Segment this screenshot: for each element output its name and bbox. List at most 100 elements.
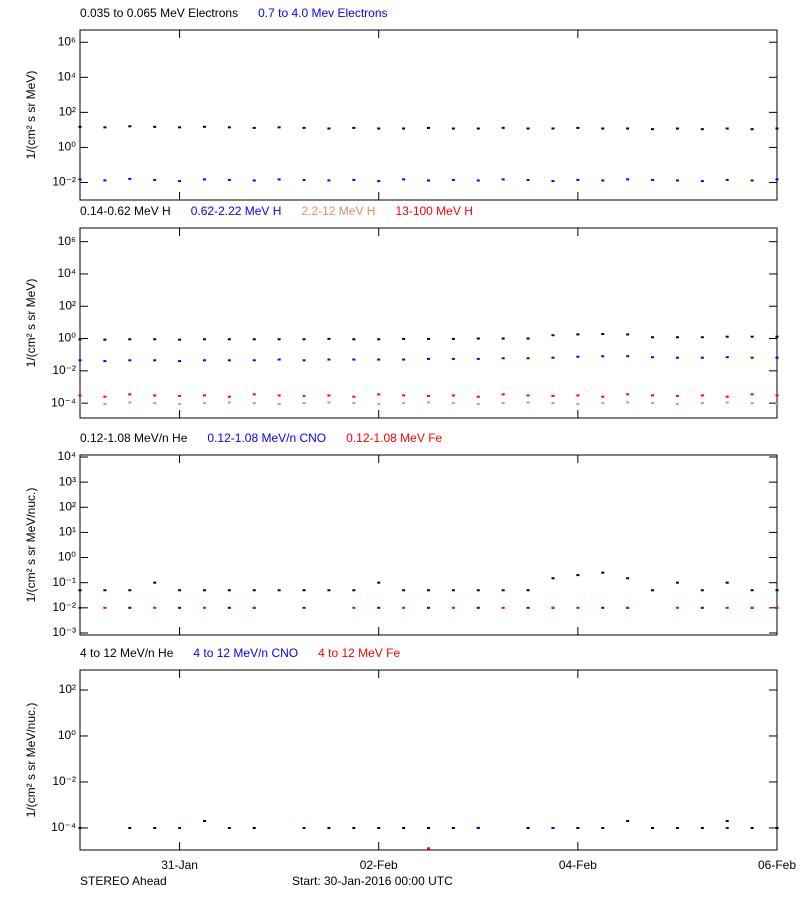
data-point: [402, 606, 406, 609]
legend-label: 2.2-12 MeV H: [301, 204, 375, 218]
data-point: [202, 589, 206, 592]
data-point: [451, 589, 455, 592]
data-point: [775, 589, 779, 592]
data-point: [476, 357, 480, 360]
data-point: [601, 179, 605, 182]
data-point: [327, 179, 331, 182]
data-point: [451, 127, 455, 130]
data-point: [402, 178, 406, 181]
data-point: [227, 178, 231, 181]
data-point: [775, 606, 779, 609]
data-point: [402, 826, 406, 829]
data-point: [277, 394, 281, 397]
data-point: [750, 335, 754, 338]
data-point: [725, 606, 729, 609]
y-axis-label: 1/(cm² s sr MeV/nuc.): [24, 703, 38, 818]
data-point: [377, 338, 381, 341]
data-point: [501, 337, 505, 340]
legend-label: 0.035 to 0.065 MeV Electrons: [80, 6, 238, 20]
data-point: [626, 355, 630, 358]
data-point: [402, 589, 406, 592]
y-axis-label: 1/(cm² s sr MeV/nuc.): [24, 488, 38, 603]
data-point: [352, 178, 356, 181]
data-point: [252, 589, 256, 592]
data-point: [601, 355, 605, 358]
data-point: [427, 589, 430, 592]
data-point: [427, 401, 430, 404]
data-point: [352, 826, 356, 829]
data-point: [128, 589, 132, 592]
data-point: [103, 338, 107, 341]
data-point: [626, 606, 630, 609]
data-point: [78, 359, 82, 362]
data-point: [302, 394, 306, 397]
data-point: [750, 589, 754, 592]
y-tick-label: 10⁰: [58, 140, 76, 154]
data-point: [178, 338, 182, 341]
x-tick-label: 31-Jan: [161, 858, 198, 872]
data-point: [451, 402, 455, 405]
y-axis-label: 1/(cm² s sr MeV): [24, 71, 38, 160]
y-tick-label: 10²: [59, 105, 76, 119]
footer-left: STEREO Ahead: [80, 874, 167, 888]
data-point: [775, 127, 779, 130]
data-point: [526, 589, 530, 592]
data-point: [427, 357, 430, 360]
data-point: [775, 826, 779, 829]
data-point: [700, 336, 704, 339]
data-point: [551, 394, 555, 397]
data-point: [651, 826, 655, 829]
data-point: [377, 826, 381, 829]
data-point: [277, 178, 281, 181]
data-point: [626, 333, 630, 336]
y-tick-label: 10⁻²: [52, 774, 76, 788]
data-point: [476, 826, 480, 829]
data-point: [750, 606, 754, 609]
data-point: [377, 358, 381, 361]
data-point: [750, 402, 754, 405]
data-point: [576, 826, 580, 829]
data-point: [78, 402, 82, 405]
data-point: [700, 402, 704, 405]
y-tick-label: 10⁻²: [52, 600, 76, 614]
data-point: [252, 393, 256, 396]
data-point: [501, 402, 505, 405]
data-point: [451, 178, 455, 181]
data-point: [202, 394, 206, 397]
data-point: [601, 826, 605, 829]
plot-frame: [79, 29, 778, 201]
data-point: [526, 606, 530, 609]
y-tick-label: 10⁻²: [52, 363, 76, 377]
data-point: [128, 177, 132, 180]
y-tick-label: 10⁻³: [52, 625, 76, 639]
data-point: [675, 402, 679, 405]
data-point: [551, 826, 555, 829]
data-point: [700, 128, 704, 131]
data-point: [327, 358, 331, 361]
data-point: [675, 394, 679, 397]
data-point: [551, 402, 555, 405]
y-tick-label: 10⁰: [58, 728, 76, 742]
data-point: [526, 337, 530, 340]
data-point: [725, 178, 729, 181]
data-point: [651, 402, 655, 405]
legend-label: 0.7 to 4.0 Mev Electrons: [258, 6, 387, 20]
data-point: [427, 126, 430, 129]
data-point: [601, 571, 605, 574]
data-point: [402, 402, 406, 405]
data-point: [501, 606, 505, 609]
data-point: [725, 127, 729, 130]
data-point: [153, 606, 157, 609]
y-tick-label: 10²: [59, 298, 76, 312]
data-point: [352, 395, 356, 398]
y-tick-label: 10⁻⁴: [51, 820, 76, 834]
data-point: [202, 820, 206, 823]
data-point: [78, 589, 82, 592]
data-point: [526, 394, 530, 397]
data-point: [252, 606, 256, 609]
data-point: [626, 820, 630, 823]
data-point: [427, 337, 430, 340]
data-point: [327, 337, 331, 340]
data-point: [327, 394, 331, 397]
